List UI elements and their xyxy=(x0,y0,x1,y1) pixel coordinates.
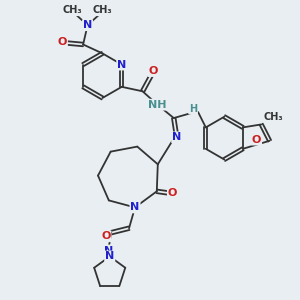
Text: CH₃: CH₃ xyxy=(264,112,284,122)
Text: N: N xyxy=(105,251,114,262)
Text: NH: NH xyxy=(148,100,167,110)
Text: O: O xyxy=(148,66,158,76)
Text: O: O xyxy=(101,231,111,241)
Text: O: O xyxy=(168,188,177,198)
Text: N: N xyxy=(83,20,92,30)
Text: CH₃: CH₃ xyxy=(93,5,112,15)
Text: CH₃: CH₃ xyxy=(63,5,83,15)
Text: N: N xyxy=(117,59,126,70)
Text: H: H xyxy=(189,103,197,113)
Text: O: O xyxy=(58,37,67,47)
Text: N: N xyxy=(130,202,140,212)
Text: N: N xyxy=(103,245,113,256)
Text: O: O xyxy=(252,135,261,145)
Text: N: N xyxy=(172,132,182,142)
